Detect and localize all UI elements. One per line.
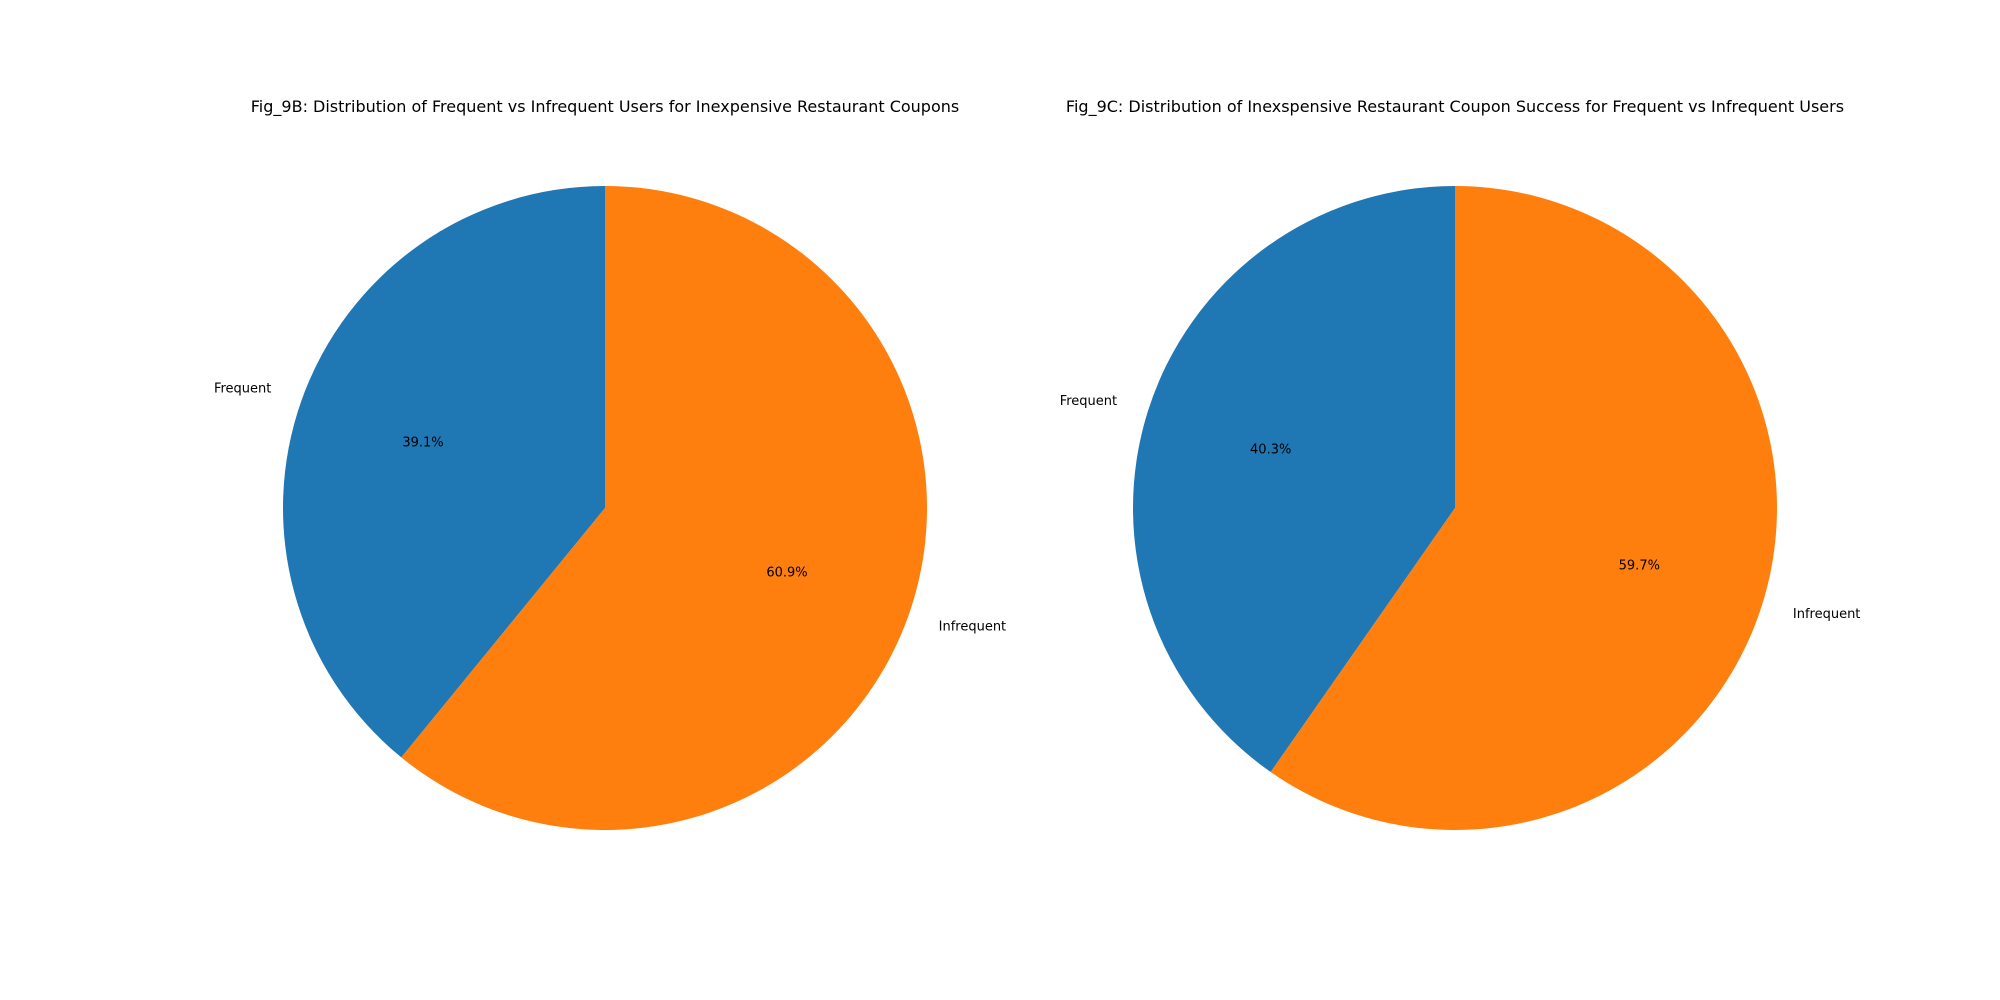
pie-chart-fig-9c: Fig_9C: Distribution of Inexspensive Res… <box>1060 97 1861 830</box>
pie-slice-frequent <box>282 186 605 758</box>
percent-label: 59.7% <box>1619 558 1660 573</box>
pie-slice-frequent <box>1133 186 1455 773</box>
category-label: Infrequent <box>939 619 1007 634</box>
pie-slices <box>282 186 928 830</box>
pie-labels: Frequent 39.1% Infrequent 60.9% <box>214 382 1006 635</box>
chart-title: Fig_9B: Distribution of Frequent vs Infr… <box>251 97 959 117</box>
chart-title: Fig_9C: Distribution of Inexspensive Res… <box>1066 97 1844 117</box>
category-label: Frequent <box>1060 394 1117 409</box>
percent-label: 39.1% <box>402 436 443 451</box>
pie-slices <box>1133 186 1777 830</box>
pie-slice-infrequent <box>1270 186 1777 830</box>
pie-labels: Frequent 40.3% Infrequent 59.7% <box>1060 394 1861 622</box>
category-label: Infrequent <box>1793 607 1861 622</box>
category-label: Frequent <box>214 382 271 397</box>
pie-chart-fig-9b: Fig_9B: Distribution of Frequent vs Infr… <box>214 97 1006 830</box>
pie-slice-infrequent <box>401 186 928 830</box>
percent-label: 60.9% <box>766 565 807 580</box>
percent-label: 40.3% <box>1250 443 1291 458</box>
